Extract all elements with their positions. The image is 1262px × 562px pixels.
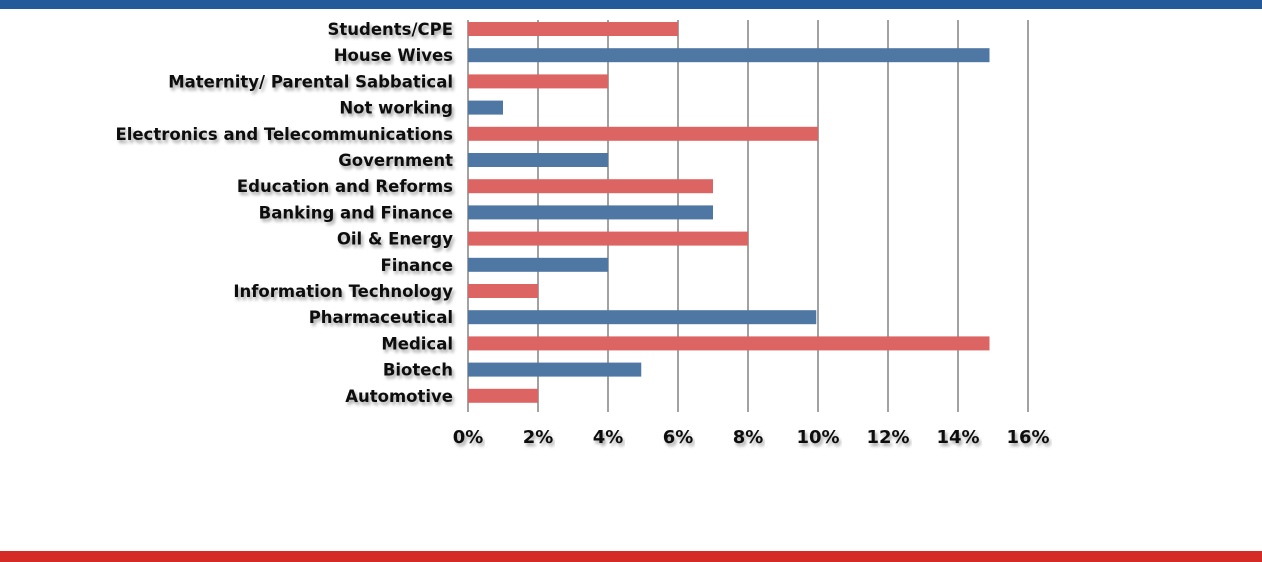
category-label: Government [338,151,453,170]
category-label: Not working [339,99,453,118]
bar [468,231,748,246]
bar [468,284,538,298]
bar [468,74,608,89]
bar [468,257,608,272]
category-label: House Wives [334,46,453,65]
x-tick-label: 8% [733,427,764,448]
category-label: Maternity/ Parental Sabbatical [168,72,453,91]
bar [468,205,713,220]
bar [468,126,818,141]
x-tick-label: 10% [796,427,839,448]
bar [468,336,990,351]
category-label: Medical [381,334,453,353]
x-tick-label: 12% [866,427,909,448]
category-label: Oil & Energy [337,230,453,249]
category-label: Electronics and Telecommunications [115,125,453,144]
x-tick-label: 6% [663,427,694,448]
category-label: Education and Reforms [237,177,453,196]
category-label: Pharmaceutical [309,308,453,327]
category-label: Banking and Finance [259,203,453,222]
top-accent-band [0,0,1262,9]
bar [468,362,642,377]
category-label: Students/CPE [328,20,453,39]
bar [468,310,817,325]
bar [468,179,713,194]
x-tick-label: 2% [523,427,554,448]
category-label: Biotech [383,361,453,380]
bottom-accent-band [0,551,1262,562]
x-tick-label: 4% [593,427,624,448]
bar [468,388,538,403]
bar [468,100,503,115]
bar [468,153,608,167]
x-tick-label: 16% [1006,427,1049,448]
bar [468,22,678,36]
category-label: Automotive [345,387,453,406]
x-tick-label: 14% [936,427,979,448]
category-label: Information Technology [233,282,453,301]
bar [468,48,990,63]
category-label: Finance [380,256,453,275]
x-tick-label: 0% [453,427,484,448]
